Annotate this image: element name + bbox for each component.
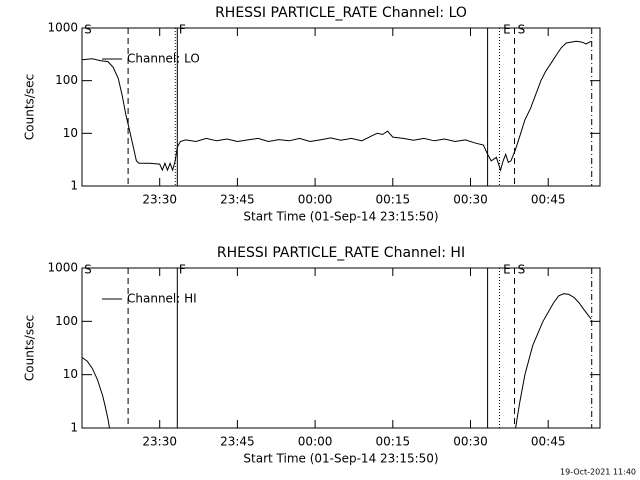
event-label: E — [503, 23, 511, 37]
x-tick-label: 00:00 — [298, 193, 333, 207]
x-axis-label: Start Time (01-Sep-14 23:15:50) — [243, 210, 438, 224]
y-tick-label: 10 — [63, 367, 78, 381]
x-tick-label: 23:30 — [142, 193, 177, 207]
y-axis-label: Counts/sec — [23, 315, 37, 381]
plot-frame — [81, 27, 601, 187]
y-axis-label: Counts/sec — [23, 74, 37, 140]
legend-label: Channel: LO — [127, 52, 200, 66]
x-tick-label: 00:45 — [531, 193, 566, 207]
footer: 19-Oct-2021 11:40 — [560, 468, 636, 477]
chart-title: RHESSI PARTICLE_RATE Channel: LO — [215, 5, 467, 21]
x-tick-label: 23:45 — [220, 435, 255, 449]
event-label: S — [518, 23, 526, 37]
y-tick-label: 1 — [70, 421, 78, 435]
x-tick-label: 00:45 — [531, 435, 566, 449]
x-tick-label: 23:30 — [142, 435, 177, 449]
legend-label: Channel: HI — [127, 292, 197, 306]
x-axis-label: Start Time (01-Sep-14 23:15:50) — [243, 452, 438, 466]
event-label: S — [84, 23, 92, 37]
event-label: S — [518, 263, 526, 277]
y-tick-label: 100 — [55, 314, 78, 328]
y-tick-label: 1000 — [47, 261, 78, 275]
series-line — [81, 293, 592, 429]
chart-title: RHESSI PARTICLE_RATE Channel: HI — [217, 245, 465, 261]
event-label: S — [84, 263, 92, 277]
plot-frame — [81, 267, 601, 429]
x-tick-label: 00:30 — [453, 193, 488, 207]
x-tick-label: 00:30 — [453, 435, 488, 449]
x-tick-label: 00:15 — [376, 435, 411, 449]
y-tick-label: 100 — [55, 73, 78, 87]
event-label: E — [503, 263, 511, 277]
series-line — [81, 40, 592, 172]
x-tick-label: 00:00 — [298, 435, 333, 449]
event-label: F — [179, 263, 186, 277]
y-tick-label: 10 — [63, 126, 78, 140]
y-tick-label: 1 — [70, 179, 78, 193]
x-tick-label: 00:15 — [376, 193, 411, 207]
y-tick-label: 1000 — [47, 21, 78, 35]
event-label: F — [179, 23, 186, 37]
x-tick-label: 23:45 — [220, 193, 255, 207]
